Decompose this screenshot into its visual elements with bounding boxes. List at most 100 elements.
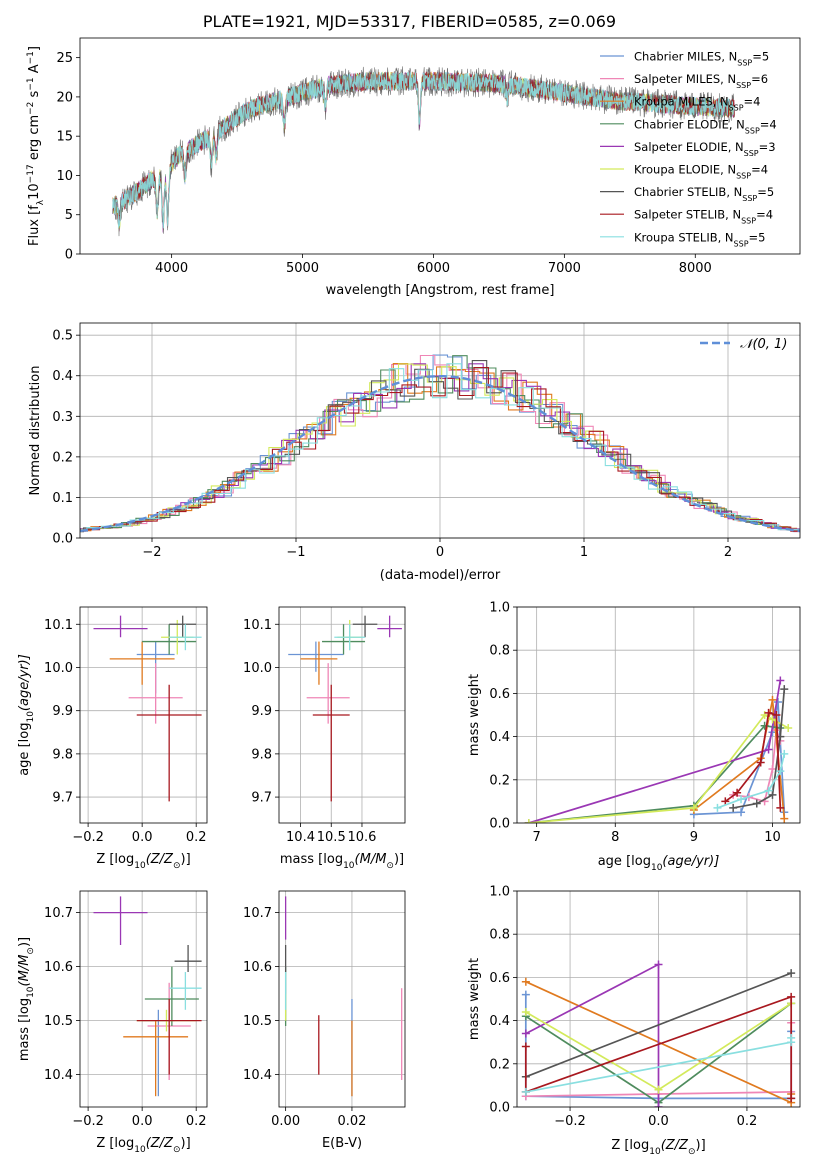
weight-series-line <box>528 713 789 823</box>
label-part: (age/yr)] <box>662 854 719 869</box>
age-vs-Z-points <box>93 615 202 802</box>
label-part: =4 <box>756 208 773 222</box>
label-part: )] <box>696 1138 706 1153</box>
label-part: λ <box>36 199 46 205</box>
weight-point-marker <box>524 819 533 823</box>
weight-point-marker <box>780 814 789 823</box>
x-tick-label: 0.0 <box>132 1114 153 1129</box>
label-part: SSP <box>742 194 757 203</box>
x-tick-label: 0.0 <box>648 1114 669 1129</box>
y-axis-label: Normed distribution <box>28 366 43 496</box>
weight-point-marker <box>756 758 765 767</box>
x-tick-label: −0.2 <box>72 1114 104 1129</box>
legend-label: Chabrier MILES, NSSP=5 <box>634 50 769 68</box>
weight-point-marker <box>521 1042 530 1051</box>
label-part: 10 <box>134 861 146 871</box>
y-tick-label: 20 <box>56 90 73 105</box>
y-tick-label: 9.7 <box>52 791 73 806</box>
weight-vs-Z-lines <box>521 960 796 1107</box>
mass-vs-Z-points <box>93 896 202 1097</box>
x-axis-label: Z [log10(Z/Z⊙)] <box>611 1138 705 1157</box>
label-part: mass [log <box>17 998 32 1061</box>
label-part: (age/yr)] <box>17 654 32 711</box>
axes-frame <box>516 606 801 824</box>
weight-point-marker <box>768 715 777 724</box>
x-tick-label: 10 <box>764 830 781 845</box>
y-tick-label: 15 <box>56 130 73 145</box>
label-part: ⊙ <box>386 861 394 871</box>
label-part: =5 <box>749 230 766 244</box>
y-tick-label: 1.0 <box>489 601 510 616</box>
label-part: Salpeter MILES, N <box>634 72 736 86</box>
weight-point-marker <box>764 786 773 795</box>
label-part: =4 <box>751 163 768 177</box>
y-axis-label: age [log10(age/yr)] <box>17 654 36 776</box>
label-part: SSP <box>736 81 751 90</box>
x-tick-label: −0.2 <box>72 830 104 845</box>
label-part: =5 <box>757 185 774 199</box>
weight-point-marker <box>787 992 796 1001</box>
y-tick-label: 10.1 <box>243 618 272 633</box>
y-tick-label: 9.8 <box>52 747 73 762</box>
x-tick-label: 10.6 <box>347 830 376 845</box>
y-tick-label: 10.6 <box>243 960 272 975</box>
weight-point-marker <box>787 1033 796 1042</box>
label-part: =6 <box>751 72 768 86</box>
legend-label: Kroupa STELIB, NSSP=5 <box>634 230 765 248</box>
y-tick-label: 10.1 <box>44 618 73 633</box>
weight-point-marker <box>733 788 742 797</box>
histogram-series <box>80 363 800 531</box>
label-part: (M/M <box>17 955 32 987</box>
y-tick-label: 9.9 <box>251 704 272 719</box>
y-tick-label: 0.2 <box>52 450 73 465</box>
x-tick-label: 0.02 <box>337 1114 366 1129</box>
label-part: SSP <box>741 216 756 225</box>
label-part: Kroupa STELIB, N <box>634 230 734 244</box>
weight-point-marker <box>776 676 785 685</box>
y-tick-label: 10.0 <box>44 661 73 676</box>
label-part: SSP <box>729 103 744 112</box>
y-tick-label: 0.0 <box>52 532 73 547</box>
x-axis-label: E(B-V) <box>322 1136 362 1151</box>
y-tick-label: 0.8 <box>489 928 510 943</box>
axes-frame <box>79 890 208 1108</box>
spectrum-series <box>112 71 735 229</box>
y-tick-label: 0.8 <box>489 644 510 659</box>
label-part: )] <box>181 852 191 867</box>
weight-point-marker <box>654 1103 663 1107</box>
y-tick-label: 10.5 <box>44 1014 73 1029</box>
weight-point-marker <box>521 977 530 986</box>
y-tick-label: 0.4 <box>52 369 73 384</box>
label-part: SSP <box>744 148 759 157</box>
label-part: Kroupa MILES, N <box>634 95 729 109</box>
weight-point-marker <box>772 711 781 719</box>
weight-point-marker <box>689 803 698 812</box>
label-part: mass [log <box>280 852 343 867</box>
label-part: ⊙ <box>173 1145 181 1155</box>
x-tick-label: 10.5 <box>317 830 346 845</box>
label-part: −17 <box>26 164 36 183</box>
y-tick-label: 0 <box>65 248 73 263</box>
legend-label: 𝒩(0, 1) <box>740 337 787 352</box>
label-part: (M/M <box>355 852 387 867</box>
weight-vs-age-lines <box>524 676 793 823</box>
y-axis-label: mass weight <box>467 674 482 756</box>
label-part: Z [log <box>96 1136 134 1151</box>
label-part: =3 <box>759 140 776 154</box>
label-part: −2 <box>26 102 36 115</box>
x-tick-label: 5000 <box>286 261 319 276</box>
x-tick-label: 6000 <box>417 261 450 276</box>
weight-point-marker <box>784 723 793 732</box>
legend-label: Salpeter MILES, NSSP=6 <box>634 72 768 90</box>
weight-point-marker <box>776 803 785 812</box>
y-axis-label: Flux [fλ10−17 erg cm−2 s−1 A−1] <box>26 46 46 246</box>
label-part: )] <box>17 937 32 947</box>
axes-frame <box>278 890 406 1108</box>
legend-label: Chabrier ELODIE, NSSP=4 <box>634 117 777 135</box>
label-part: (Z/Z <box>146 1136 174 1151</box>
label-part: 10 <box>134 1145 146 1155</box>
weight-point-marker <box>521 990 530 999</box>
weight-point-marker <box>521 1029 530 1038</box>
weight-series-line <box>524 995 793 1099</box>
label-part: Chabrier STELIB, N <box>634 185 742 199</box>
